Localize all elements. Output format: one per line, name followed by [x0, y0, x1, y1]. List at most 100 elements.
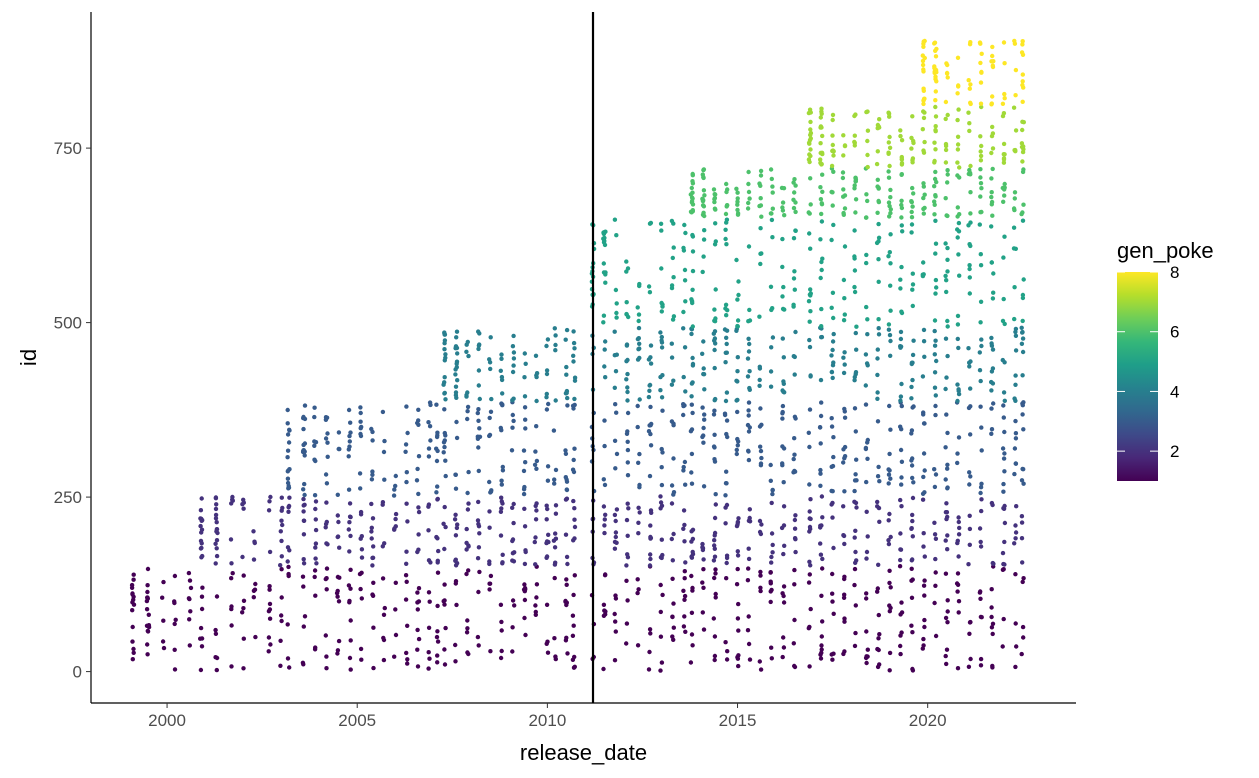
data-point	[842, 296, 847, 301]
data-point	[624, 621, 630, 626]
data-point	[747, 318, 753, 323]
data-point	[454, 602, 459, 608]
data-point	[601, 666, 606, 672]
data-point	[807, 407, 813, 412]
data-point	[818, 441, 823, 446]
data-point	[625, 460, 630, 465]
data-point	[700, 580, 705, 585]
data-point	[428, 438, 433, 443]
data-point	[564, 635, 569, 640]
data-point	[625, 533, 630, 538]
data-point	[920, 497, 926, 502]
data-point	[830, 571, 835, 577]
data-point	[888, 353, 893, 358]
data-point	[635, 357, 641, 362]
data-point	[875, 347, 880, 352]
x-tick-label: 2000	[148, 711, 186, 730]
data-point	[200, 585, 205, 590]
data-point	[921, 339, 927, 344]
data-point	[887, 134, 892, 140]
data-point	[602, 573, 608, 578]
data-point	[921, 412, 926, 417]
data-point	[945, 318, 950, 324]
data-point	[348, 638, 353, 643]
data-point	[287, 665, 292, 670]
data-point	[818, 115, 823, 120]
data-point	[199, 530, 204, 535]
data-point	[922, 110, 927, 115]
data-point	[910, 475, 915, 481]
data-point	[920, 62, 926, 68]
data-point	[393, 511, 399, 517]
data-point	[370, 472, 375, 477]
data-point	[614, 315, 619, 320]
data-point	[956, 519, 961, 525]
data-point	[488, 490, 493, 495]
data-point	[956, 252, 961, 257]
data-point	[614, 301, 619, 306]
data-point	[602, 364, 607, 369]
data-point	[416, 586, 422, 591]
data-point	[841, 595, 847, 600]
data-point	[735, 379, 740, 384]
data-point	[214, 529, 219, 534]
data-point	[886, 538, 891, 543]
data-point	[723, 236, 728, 242]
data-point	[746, 181, 751, 187]
data-point	[454, 435, 460, 441]
data-point	[910, 534, 915, 539]
data-point	[1020, 412, 1025, 417]
data-point	[842, 244, 848, 249]
data-point	[544, 343, 549, 349]
data-point	[735, 318, 741, 323]
data-point	[968, 172, 973, 177]
data-point	[357, 471, 363, 476]
data-point	[957, 165, 962, 170]
data-point	[831, 651, 836, 656]
data-point	[415, 627, 420, 633]
data-point	[875, 589, 880, 594]
data-point	[428, 560, 433, 565]
data-point	[712, 653, 718, 659]
data-point	[416, 505, 421, 510]
data-point	[625, 389, 630, 395]
data-point	[229, 623, 234, 628]
data-point	[624, 578, 629, 583]
data-point	[955, 117, 960, 123]
data-point	[267, 584, 272, 589]
data-point	[922, 55, 927, 61]
data-point	[886, 518, 891, 523]
data-point	[635, 590, 640, 596]
data-point	[932, 467, 937, 472]
data-point	[877, 662, 882, 667]
data-point	[564, 327, 570, 333]
data-point	[681, 412, 686, 418]
data-point	[1019, 514, 1025, 519]
data-point	[682, 459, 688, 465]
data-point	[1002, 451, 1007, 456]
data-point	[978, 539, 983, 545]
data-point	[660, 592, 665, 598]
data-point	[769, 560, 774, 565]
data-point	[909, 431, 914, 436]
data-point	[724, 203, 730, 208]
data-point	[553, 342, 558, 348]
data-point	[510, 551, 516, 556]
data-point	[1012, 196, 1017, 201]
data-point	[187, 643, 192, 648]
data-point	[899, 482, 904, 487]
data-point	[864, 361, 870, 366]
x-axis-title: release_date	[520, 740, 647, 765]
data-point	[768, 211, 774, 216]
data-point	[910, 630, 915, 635]
data-point	[818, 467, 823, 473]
data-point	[690, 287, 695, 292]
data-point	[660, 373, 665, 378]
data-point	[280, 505, 285, 511]
data-point	[781, 504, 787, 509]
data-point	[887, 568, 892, 573]
data-point	[682, 539, 687, 544]
data-point	[659, 503, 665, 508]
data-point	[829, 369, 835, 375]
data-point	[475, 518, 481, 523]
